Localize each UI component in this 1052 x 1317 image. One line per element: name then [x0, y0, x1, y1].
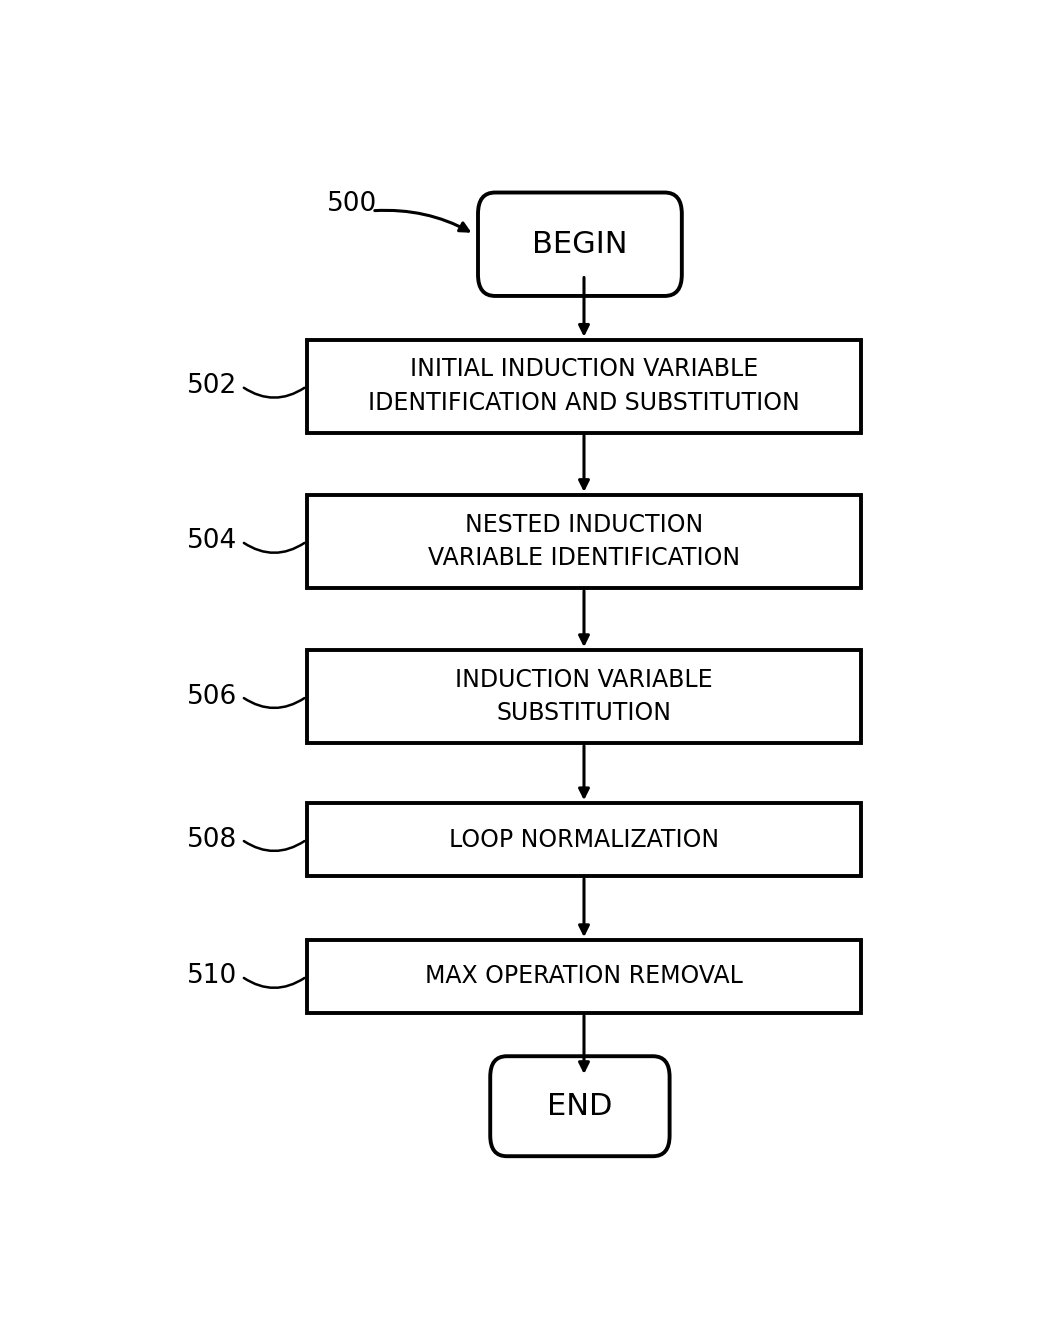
FancyBboxPatch shape	[307, 803, 862, 876]
Text: 500: 500	[326, 191, 377, 217]
Text: 504: 504	[187, 528, 238, 554]
Text: INITIAL INDUCTION VARIABLE
IDENTIFICATION AND SUBSTITUTION: INITIAL INDUCTION VARIABLE IDENTIFICATIO…	[368, 357, 800, 415]
Text: BEGIN: BEGIN	[532, 229, 628, 258]
Text: MAX OPERATION REMOVAL: MAX OPERATION REMOVAL	[425, 964, 743, 989]
FancyBboxPatch shape	[307, 340, 862, 433]
Text: 510: 510	[187, 964, 238, 989]
Text: 502: 502	[187, 373, 238, 399]
Text: NESTED INDUCTION
VARIABLE IDENTIFICATION: NESTED INDUCTION VARIABLE IDENTIFICATION	[428, 512, 740, 570]
Text: LOOP NORMALIZATION: LOOP NORMALIZATION	[449, 827, 720, 852]
Text: 508: 508	[187, 827, 238, 852]
FancyBboxPatch shape	[307, 940, 862, 1013]
FancyBboxPatch shape	[478, 192, 682, 296]
Text: INDUCTION VARIABLE
SUBSTITUTION: INDUCTION VARIABLE SUBSTITUTION	[456, 668, 713, 726]
FancyBboxPatch shape	[307, 495, 862, 587]
FancyBboxPatch shape	[490, 1056, 670, 1156]
FancyBboxPatch shape	[307, 649, 862, 743]
Text: 506: 506	[187, 684, 238, 710]
Text: END: END	[547, 1092, 612, 1121]
